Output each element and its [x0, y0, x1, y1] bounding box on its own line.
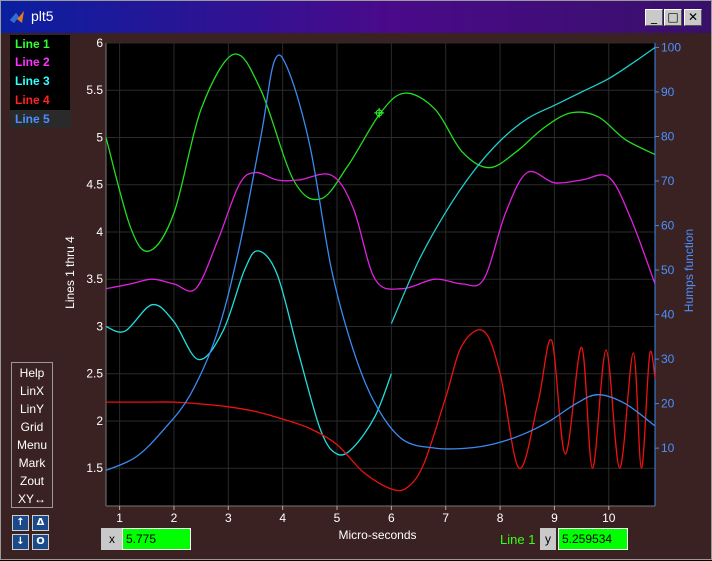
y2-axis-label: Humps function	[682, 229, 696, 312]
series-line-line-5	[105, 54, 656, 471]
y2-tick-label: 90	[661, 85, 675, 99]
x-tick-label: 4	[279, 511, 286, 525]
y2-tick-label: 50	[661, 263, 675, 277]
cursor-marker-ring	[375, 109, 383, 117]
y2-tick-label: 70	[661, 174, 675, 188]
delta-button[interactable]: Δ	[32, 515, 49, 531]
y-tick-label: 4	[96, 225, 103, 239]
y-axis-label: Lines 1 thru 4	[63, 236, 77, 309]
x-tick-label: 9	[551, 511, 558, 525]
series-line-line-1	[105, 53, 656, 252]
x-tick-label: 10	[602, 511, 616, 525]
minimize-icon: _	[651, 10, 657, 24]
menu-grid[interactable]: Grid	[20, 420, 44, 434]
x-tick-label: 6	[388, 511, 395, 525]
circle-button[interactable]: O	[32, 534, 49, 550]
x-tick-label: 8	[497, 511, 504, 525]
circle-icon: O	[36, 536, 45, 547]
x-readout-field[interactable]: 5.775	[122, 528, 191, 550]
menu-linx[interactable]: LinX	[19, 384, 45, 398]
up-arrow-button[interactable]: ↑	[12, 515, 29, 531]
y-readout-field[interactable]: 5.259534	[558, 528, 628, 550]
series-line-line-4	[105, 329, 656, 492]
x-tick-label: 3	[225, 511, 232, 525]
legend-item-line-4[interactable]: Line 4	[15, 93, 50, 107]
close-icon: ✕	[687, 10, 699, 24]
menu-help[interactable]: Help	[19, 366, 45, 380]
menu-xy[interactable]: XY↔	[17, 492, 46, 506]
y-tick-label: 3.5	[86, 272, 103, 286]
title-bar[interactable]: plt5 _ □ ✕	[1, 1, 711, 33]
matlab-icon	[10, 11, 24, 23]
window-title: plt5	[31, 8, 54, 24]
y2-tick-label: 40	[661, 308, 675, 322]
series-line-humps	[390, 46, 656, 324]
x-axis-label: Micro-seconds	[338, 528, 416, 542]
cursor-line-name: Line 1	[500, 532, 536, 547]
y-tick-label: 5	[96, 130, 103, 144]
menu-menu[interactable]: Menu	[16, 438, 48, 452]
down-arrow-button[interactable]: ↓	[12, 534, 29, 550]
down-arrow-icon: ↓	[16, 536, 25, 547]
x-tick-label: 5	[334, 511, 341, 525]
up-arrow-icon: ↑	[16, 517, 25, 528]
x-tick-label: 2	[171, 511, 178, 525]
legend-item-line-2[interactable]: Line 2	[15, 55, 50, 69]
legend-item-line-1[interactable]: Line 1	[15, 37, 50, 51]
y2-tick-label: 100	[661, 40, 681, 54]
delta-icon: Δ	[36, 517, 45, 528]
y-tick-label: 2.5	[86, 367, 103, 381]
y2-tick-label: 30	[661, 352, 675, 366]
y2-tick-label: 80	[661, 129, 675, 143]
x-tick-label: 7	[442, 511, 449, 525]
y2-tick-label: 10	[661, 441, 675, 455]
y-tick-label: 2	[96, 414, 103, 428]
x-tick-label: 1	[116, 511, 123, 525]
maximize-button[interactable]: □	[664, 9, 682, 26]
close-button[interactable]: ✕	[684, 9, 702, 26]
series-line-line-3	[105, 250, 393, 456]
menu-liny[interactable]: LinY	[19, 402, 45, 416]
series-line-line-2	[105, 170, 656, 292]
y-tick-label: 6	[96, 36, 103, 50]
y-tick-label: 1.5	[86, 461, 103, 475]
x-readout-label: x	[101, 528, 123, 550]
menu-box: Help LinX LinY Grid Menu Mark Zout XY↔	[11, 362, 53, 508]
y-tick-label: 3	[96, 319, 103, 333]
menu-mark[interactable]: Mark	[18, 456, 46, 470]
y-readout-label: y	[540, 528, 556, 550]
y-tick-label: 5.5	[86, 83, 103, 97]
legend-item-line-5[interactable]: Line 5	[10, 110, 71, 128]
legend: Line 1 Line 2 Line 3 Line 4 Line 5	[10, 35, 71, 128]
minimize-button[interactable]: _	[645, 9, 663, 26]
y2-tick-label: 20	[661, 397, 675, 411]
maximize-icon: □	[667, 10, 679, 24]
y2-tick-label: 60	[661, 219, 675, 233]
y-tick-label: 4.5	[86, 178, 103, 192]
menu-zout[interactable]: Zout	[19, 474, 44, 488]
legend-item-line-3[interactable]: Line 3	[15, 74, 50, 88]
